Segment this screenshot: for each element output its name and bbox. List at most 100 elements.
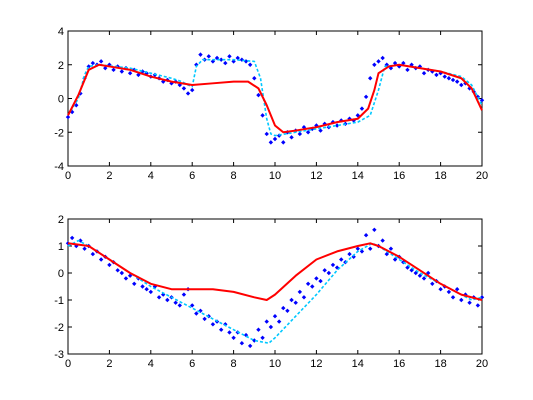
x-tick-label: 8 xyxy=(231,170,237,182)
data-point xyxy=(454,287,460,292)
data-point xyxy=(442,74,447,79)
data-point xyxy=(82,246,87,251)
x-tick-label: 0 xyxy=(65,170,71,182)
data-point xyxy=(264,131,269,137)
data-point xyxy=(376,59,381,64)
data-point xyxy=(272,314,278,319)
data-point xyxy=(78,238,83,243)
data-point xyxy=(450,295,456,300)
data-point xyxy=(256,92,261,98)
data-point xyxy=(90,251,96,257)
y-tick-label: -2 xyxy=(54,127,64,139)
top-chart: 0 2 4 6 8 10 12 14 16 18 20 -4 -2 0 2 4 xyxy=(54,26,488,182)
data-point xyxy=(368,246,373,251)
data-point xyxy=(310,284,315,289)
data-point xyxy=(177,303,182,308)
data-point xyxy=(144,70,149,76)
data-point xyxy=(401,60,406,66)
data-point xyxy=(281,305,286,311)
x-tick-label: 14 xyxy=(352,358,364,370)
data-point xyxy=(152,284,158,289)
data-point xyxy=(289,135,294,140)
data-point xyxy=(380,55,385,61)
data-point xyxy=(434,72,439,78)
fit-line xyxy=(67,242,483,301)
data-point xyxy=(74,243,79,249)
data-point xyxy=(359,106,365,111)
data-point xyxy=(206,54,211,59)
data-point xyxy=(421,276,427,281)
x-tick-label: 20 xyxy=(476,358,488,370)
data-point xyxy=(438,287,443,292)
data-point xyxy=(165,297,170,303)
data-point xyxy=(223,60,228,66)
fit-line xyxy=(67,63,483,134)
data-point xyxy=(256,327,261,332)
data-point xyxy=(148,289,153,295)
data-point xyxy=(318,278,323,284)
data-point xyxy=(293,300,298,305)
data-point xyxy=(144,287,149,292)
data-point xyxy=(177,82,182,88)
data-point xyxy=(247,62,253,67)
data-point xyxy=(467,300,472,305)
data-point xyxy=(268,324,274,330)
data-point xyxy=(297,289,303,295)
data-point xyxy=(276,319,282,324)
x-tick-label: 14 xyxy=(352,170,364,182)
data-point xyxy=(314,276,319,281)
data-point xyxy=(156,295,162,300)
data-point xyxy=(98,59,104,64)
data-point xyxy=(115,268,120,273)
data-point xyxy=(380,238,385,243)
data-point xyxy=(446,289,452,295)
data-point xyxy=(161,292,166,297)
x-tick-label: 18 xyxy=(434,170,446,182)
data-point xyxy=(103,65,108,71)
data-point xyxy=(107,262,112,268)
data-point xyxy=(132,281,137,286)
data-point xyxy=(218,327,224,332)
data-point xyxy=(119,270,125,276)
data-point xyxy=(260,335,265,340)
data-point xyxy=(305,281,311,286)
data-point xyxy=(173,300,178,305)
y-tick-label: -3 xyxy=(54,349,64,361)
data-point xyxy=(318,128,323,133)
data-point xyxy=(330,262,336,268)
data-point xyxy=(252,76,257,81)
x-tick-label: 2 xyxy=(106,358,112,370)
data-point xyxy=(446,76,452,81)
data-point xyxy=(190,303,195,308)
true-function-line xyxy=(67,58,483,137)
data-point xyxy=(161,79,166,84)
plot-area xyxy=(67,218,483,355)
data-point xyxy=(289,297,294,303)
data-point xyxy=(119,69,125,74)
y-tick-label: 2 xyxy=(58,214,64,226)
x-tick-label: 18 xyxy=(434,358,446,370)
data-point xyxy=(231,335,236,340)
data-point xyxy=(210,322,216,327)
data-point xyxy=(355,246,360,251)
data-point xyxy=(90,60,96,66)
x-tick-label: 6 xyxy=(189,358,195,370)
data-point xyxy=(388,246,394,251)
data-point xyxy=(334,123,340,128)
data-point xyxy=(339,257,344,262)
data-point xyxy=(459,297,464,303)
x-tick-label: 4 xyxy=(148,170,154,182)
y-tick-label: -2 xyxy=(54,322,64,334)
x-tick-label: 20 xyxy=(476,170,488,182)
x-tick-label: 0 xyxy=(65,358,71,370)
x-tick-label: 10 xyxy=(269,358,281,370)
data-point xyxy=(260,113,265,118)
data-point xyxy=(74,103,79,108)
data-point xyxy=(185,91,191,96)
data-point xyxy=(190,87,195,93)
data-point xyxy=(268,140,274,145)
x-tick-label: 10 xyxy=(269,170,281,182)
data-point xyxy=(405,67,410,73)
y-tick-label: 2 xyxy=(58,60,64,72)
